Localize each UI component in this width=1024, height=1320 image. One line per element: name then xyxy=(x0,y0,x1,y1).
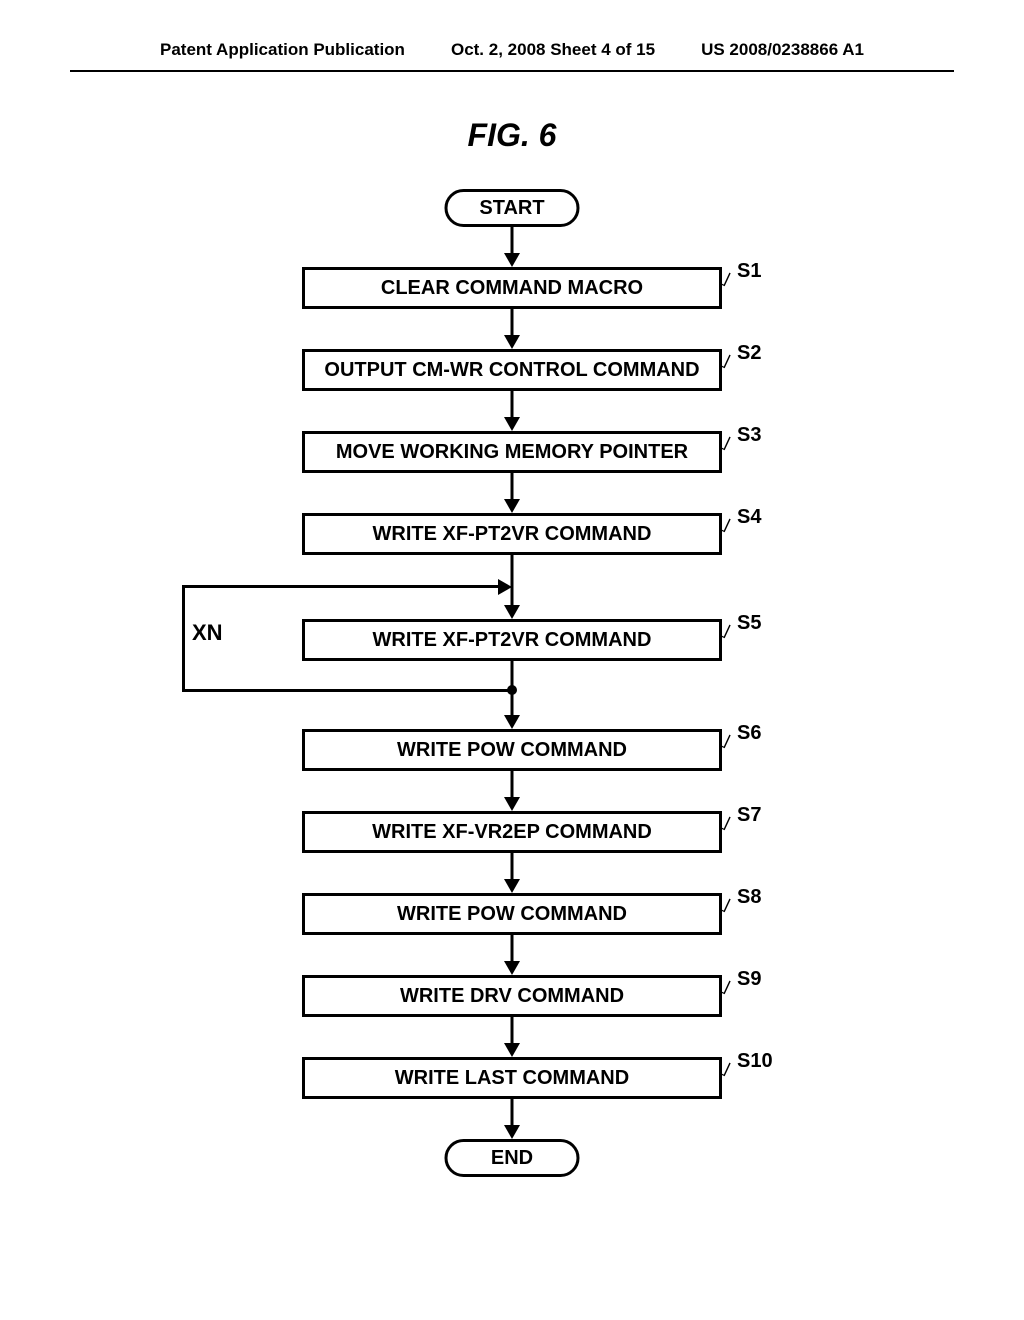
process-s4: WRITE XF-PT2VR COMMAND xyxy=(302,513,722,555)
step-label-s7: S7 xyxy=(737,804,761,827)
step-label-s8: S8 xyxy=(737,886,761,909)
step-label-s9: S9 xyxy=(737,968,761,991)
process-s8: WRITE POW COMMAND xyxy=(302,893,722,935)
arrowhead-start-s1 xyxy=(504,253,520,267)
terminal-end: END xyxy=(445,1139,580,1177)
loop-label: XN xyxy=(192,620,223,646)
arrowhead-s5-s6 xyxy=(504,715,520,729)
loop-arrowhead xyxy=(498,579,512,595)
arrowhead-s10-end xyxy=(504,1125,520,1139)
flowchart-container: STARTCLEAR COMMAND MACROS1⌋OUTPUT CM-WR … xyxy=(0,189,1024,1239)
process-s10: WRITE LAST COMMAND xyxy=(302,1057,722,1099)
page-header: Patent Application Publication Oct. 2, 2… xyxy=(70,0,954,72)
arrow-s3-s4 xyxy=(511,473,514,501)
step-label-s5: S5 xyxy=(737,612,761,635)
arrowhead-s9-s10 xyxy=(504,1043,520,1057)
arrow-s8-s9 xyxy=(511,935,514,963)
header-center: Oct. 2, 2008 Sheet 4 of 15 xyxy=(451,40,655,60)
figure-title: FIG. 6 xyxy=(0,117,1024,154)
arrow-s10-end xyxy=(511,1099,514,1127)
arrowhead-s1-s2 xyxy=(504,335,520,349)
process-s6: WRITE POW COMMAND xyxy=(302,729,722,771)
loop-junction xyxy=(507,685,517,695)
arrow-s1-s2 xyxy=(511,309,514,337)
loop-top-line xyxy=(182,585,500,588)
terminal-start: START xyxy=(445,189,580,227)
step-label-s1: S1 xyxy=(737,260,761,283)
arrow-s6-s7 xyxy=(511,771,514,799)
process-s9: WRITE DRV COMMAND xyxy=(302,975,722,1017)
arrowhead-s2-s3 xyxy=(504,417,520,431)
arrow-start-s1 xyxy=(511,227,514,255)
arrowhead-s7-s8 xyxy=(504,879,520,893)
arrowhead-s4-s5 xyxy=(504,605,520,619)
process-s1: CLEAR COMMAND MACRO xyxy=(302,267,722,309)
loop-bottom-line xyxy=(182,689,514,692)
arrow-s9-s10 xyxy=(511,1017,514,1045)
arrowhead-s3-s4 xyxy=(504,499,520,513)
arrow-s7-s8 xyxy=(511,853,514,881)
header-left: Patent Application Publication xyxy=(160,40,405,60)
process-s2: OUTPUT CM-WR CONTROL COMMAND xyxy=(302,349,722,391)
step-label-s10: S10 xyxy=(737,1050,773,1073)
arrow-s2-s3 xyxy=(511,391,514,419)
step-label-s3: S3 xyxy=(737,424,761,447)
process-s3: MOVE WORKING MEMORY POINTER xyxy=(302,431,722,473)
step-label-s4: S4 xyxy=(737,506,761,529)
step-label-s6: S6 xyxy=(737,722,761,745)
arrowhead-s8-s9 xyxy=(504,961,520,975)
process-s7: WRITE XF-VR2EP COMMAND xyxy=(302,811,722,853)
arrowhead-s6-s7 xyxy=(504,797,520,811)
step-label-s2: S2 xyxy=(737,342,761,365)
header-right: US 2008/0238866 A1 xyxy=(701,40,864,60)
process-s5: WRITE XF-PT2VR COMMAND xyxy=(302,619,722,661)
loop-vertical-line xyxy=(182,585,185,692)
